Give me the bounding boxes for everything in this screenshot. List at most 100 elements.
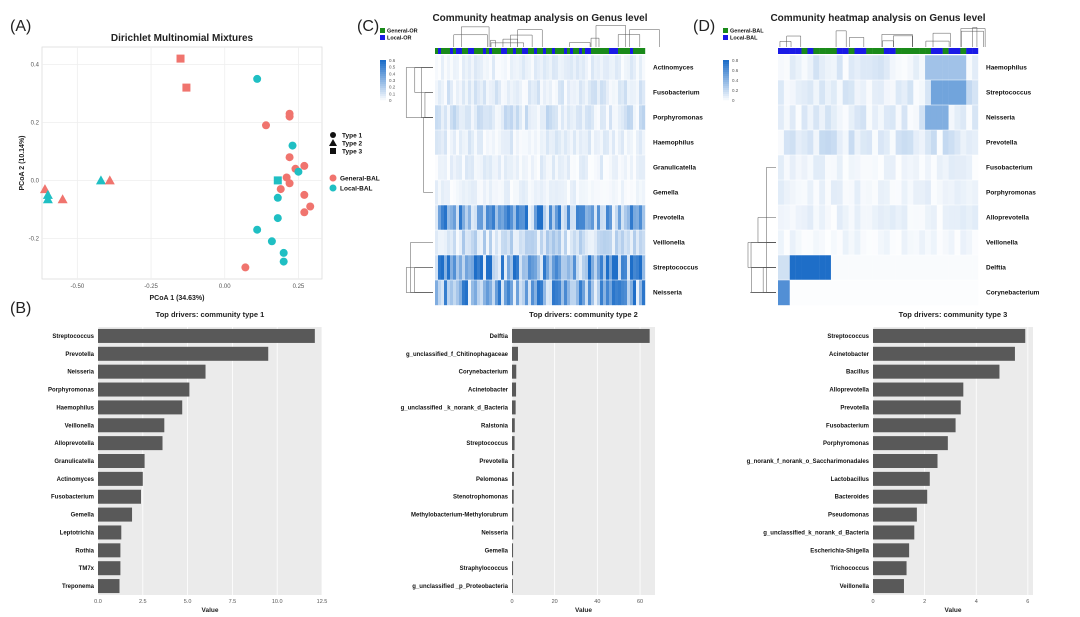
heatmap-cell bbox=[483, 205, 487, 231]
heatmap-cell bbox=[444, 230, 448, 256]
dendrogram-left bbox=[762, 267, 776, 293]
scatter-point-type3 bbox=[273, 176, 282, 185]
heatmap-cell bbox=[618, 80, 622, 106]
group-cell bbox=[778, 48, 785, 54]
heatmap-cell bbox=[907, 230, 914, 256]
heatmap-cell bbox=[450, 105, 454, 131]
heatmap-cell bbox=[866, 230, 873, 256]
heatmap-cell bbox=[807, 180, 814, 206]
heatmap-cell bbox=[801, 180, 808, 206]
heatmap-cell bbox=[582, 155, 586, 181]
heatmap-cell bbox=[866, 180, 873, 206]
heatmap-cell bbox=[972, 255, 979, 281]
color-scale-cell bbox=[723, 72, 729, 75]
chart-title: Top drivers: community type 3 bbox=[899, 310, 1008, 319]
heatmap-cell bbox=[486, 255, 490, 281]
bar bbox=[98, 418, 165, 433]
heatmap-cell bbox=[819, 155, 826, 181]
heatmap-cell bbox=[441, 80, 445, 106]
heatmap-cell bbox=[942, 130, 949, 156]
heatmap-cell bbox=[573, 55, 577, 81]
heatmap-cell bbox=[579, 105, 583, 131]
category-label: Acinetobacter bbox=[468, 388, 509, 394]
heatmap-cell bbox=[630, 230, 634, 256]
heatmap-cell bbox=[444, 55, 448, 81]
heatmap-cell bbox=[501, 105, 505, 131]
color-scale-cell bbox=[723, 90, 729, 93]
group-cell bbox=[936, 48, 943, 54]
heatmap-cell bbox=[609, 130, 613, 156]
heatmap-cell bbox=[942, 255, 949, 281]
color-scale-tick: 0.4 bbox=[389, 71, 396, 76]
heatmap-cell bbox=[528, 255, 532, 281]
heatmap-cell bbox=[825, 230, 832, 256]
heatmap-cell bbox=[465, 55, 469, 81]
heatmap-cell bbox=[972, 130, 979, 156]
heatmap-cell bbox=[492, 130, 496, 156]
heatmap-cell bbox=[830, 55, 838, 81]
heatmap-cell bbox=[546, 205, 550, 231]
heatmap-cell bbox=[789, 230, 796, 256]
bar bbox=[873, 436, 948, 451]
category-label: Prevotella bbox=[840, 405, 869, 411]
heatmap-cell bbox=[883, 255, 890, 281]
bar bbox=[512, 507, 514, 522]
heatmap-cell bbox=[901, 280, 908, 306]
heatmap-cell bbox=[919, 180, 926, 206]
heatmap-cell bbox=[579, 130, 583, 156]
category-label: Prevotella bbox=[65, 352, 94, 358]
heatmap-cell bbox=[573, 280, 577, 306]
bar bbox=[873, 525, 915, 540]
heatmap-cell bbox=[807, 80, 814, 106]
heatmap-cell bbox=[606, 230, 610, 256]
scatter-chart-a: -0.50 -0.25 0.00 0.25 0.4 0.2 0.0 -0.2 Dirichlet… bbox=[19, 33, 380, 302]
heatmap-cell bbox=[624, 80, 628, 106]
group-legend-label: Local-OR bbox=[387, 36, 411, 42]
heatmap-cell bbox=[819, 130, 826, 156]
heatmap-cell bbox=[546, 130, 550, 156]
heatmap-cell bbox=[913, 155, 920, 181]
heatmap-cell bbox=[836, 155, 843, 181]
heatmap-cell bbox=[936, 230, 943, 256]
heatmap-cell bbox=[907, 280, 914, 306]
heatmap-cell bbox=[789, 180, 796, 206]
heatmap-cell bbox=[907, 105, 914, 131]
dendrogram-top bbox=[882, 40, 894, 47]
color-scale-tick: 0.3 bbox=[389, 78, 396, 83]
heatmap-cell bbox=[936, 130, 943, 156]
heatmap-cell bbox=[913, 255, 920, 281]
heatmap-cell bbox=[510, 205, 514, 231]
heatmap-cell bbox=[552, 105, 556, 131]
row-label: Fusobacterium bbox=[653, 90, 700, 97]
heatmap-cell bbox=[966, 180, 973, 206]
heatmap-cell bbox=[925, 55, 932, 81]
heatmap-cell bbox=[960, 55, 967, 81]
heatmap-cell bbox=[636, 255, 640, 281]
heatmap-cell bbox=[597, 280, 601, 306]
heatmap-cell bbox=[783, 205, 790, 231]
heatmap-cell bbox=[609, 205, 613, 231]
bar-chart-type2: 0 20 40 60 Top drivers: community type 2 Valu… bbox=[401, 310, 655, 614]
group-cell bbox=[552, 48, 556, 54]
heatmap-cell bbox=[543, 130, 547, 156]
group-cell bbox=[462, 48, 466, 54]
chart-title: Community heatmap analysis on Genus leve… bbox=[432, 13, 647, 24]
heatmap-cell bbox=[489, 80, 493, 106]
heatmap-cell bbox=[609, 230, 613, 256]
heatmap-cell bbox=[618, 205, 622, 231]
heatmap-cell bbox=[624, 130, 628, 156]
heatmap-cell bbox=[807, 205, 814, 231]
heatmap-cell bbox=[842, 280, 849, 306]
color-scale-tick: 0 bbox=[732, 98, 735, 103]
heatmap-cell bbox=[627, 230, 631, 256]
heatmap-cell bbox=[543, 230, 547, 256]
heatmap-cell bbox=[501, 80, 505, 106]
heatmap-cell bbox=[907, 180, 914, 206]
heatmap-cell bbox=[878, 180, 885, 206]
dendrogram-left bbox=[766, 167, 776, 243]
heatmap-cell bbox=[866, 80, 873, 106]
bar bbox=[512, 418, 515, 433]
heatmap-cell bbox=[948, 230, 955, 256]
x-tick-label: 0 bbox=[871, 599, 874, 605]
dendrogram-top bbox=[629, 29, 660, 47]
